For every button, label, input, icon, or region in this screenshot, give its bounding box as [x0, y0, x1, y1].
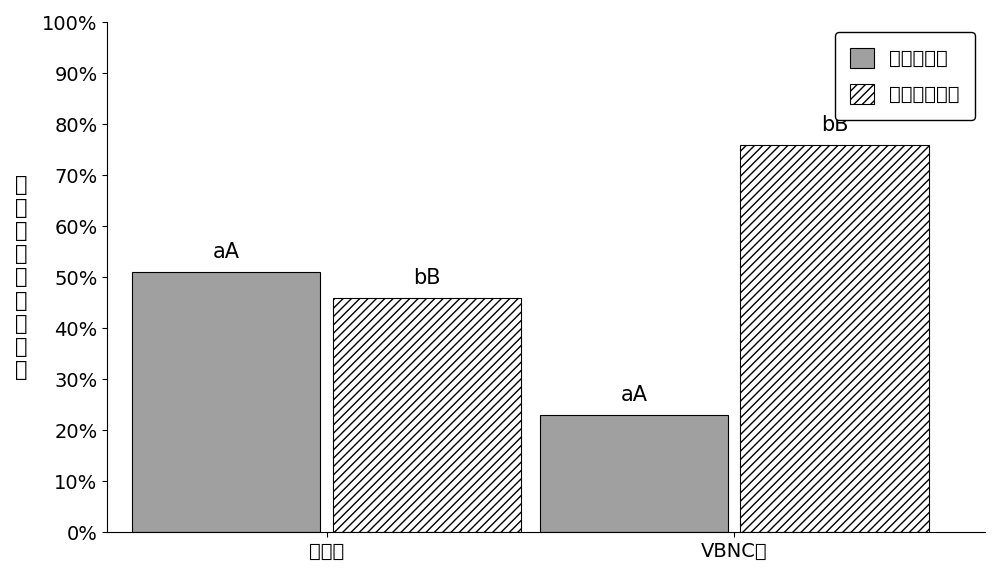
Text: aA: aA	[213, 242, 240, 262]
Text: bB: bB	[821, 115, 848, 135]
Text: bB: bB	[413, 268, 441, 287]
Y-axis label: 脂
肪
酸
相
对
百
分
含
量: 脂 肪 酸 相 对 百 分 含 量	[15, 175, 27, 380]
Text: aA: aA	[620, 385, 647, 405]
Bar	[333, 298, 521, 532]
Legend: 饱和脂肪酸, 不饱和脂肪酸: 饱和脂肪酸, 不饱和脂肪酸	[835, 32, 975, 120]
Bar	[540, 415, 728, 532]
Bar	[132, 272, 320, 532]
Bar	[740, 145, 929, 532]
